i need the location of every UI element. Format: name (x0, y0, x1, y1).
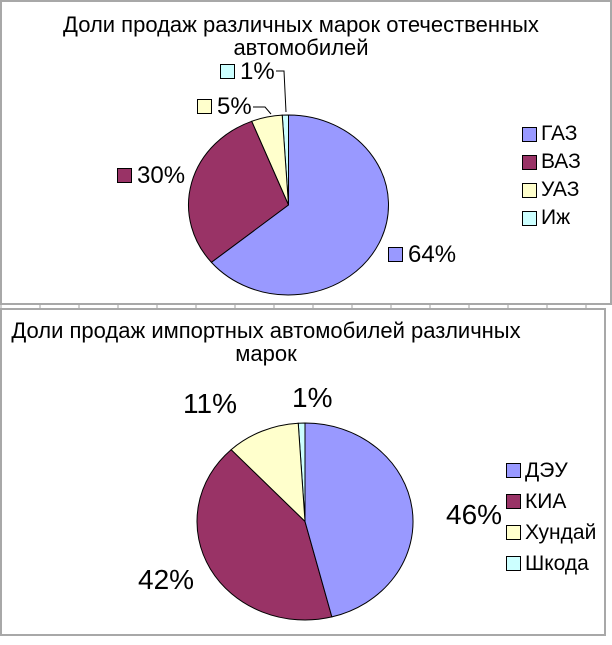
legend-item-deu: ДЭУ (506, 455, 596, 486)
legend-label-deu: ДЭУ (525, 458, 568, 482)
legend-label-hyundai: Хундай (525, 520, 597, 544)
color-key-izh (220, 64, 235, 79)
legend-item-hyundai: Хундай (506, 517, 596, 548)
legend-key-deu (506, 463, 521, 478)
pie-imported (196, 422, 414, 621)
worksheet-gridline-gap (0, 305, 612, 308)
data-label-gaz-text: 64% (408, 240, 457, 268)
legend-imported: ДЭУ КИА Хундай Шкода (506, 455, 596, 579)
data-label-uaz-text: 5% (217, 92, 252, 120)
legend-label-uaz: УАЗ (541, 178, 580, 201)
data-label-izh: 1% (220, 58, 275, 85)
chart-title-domestic: Доли продаж различных марок отечественны… (2, 13, 600, 59)
legend-key-skoda (506, 556, 521, 571)
leader-line-izh (276, 70, 287, 113)
chart-title-line-2: автомобилей (233, 35, 369, 60)
data-label-deu: 46% (446, 499, 503, 530)
pie-slice-КИА (196, 449, 333, 621)
imported-sales-pie-chart-panel: Доли продаж импортных автомобилей различ… (0, 308, 606, 636)
legend-key-gaz (522, 126, 537, 142)
legend-key-vaz (522, 154, 537, 170)
data-label-kia: 42% (138, 564, 195, 595)
data-label-hyundai: 11% (183, 388, 237, 419)
legend-item-kia: КИА (506, 486, 596, 517)
legend-key-hyundai (506, 525, 521, 540)
legend-item-skoda: Шкода (506, 548, 596, 579)
chart-title-imported: Доли продаж импортных автомобилей различ… (2, 319, 530, 365)
legend-label-kia: КИА (525, 489, 567, 513)
legend-key-kia (506, 494, 521, 509)
data-label-vaz: 30% (117, 162, 185, 189)
pie-slice-Хундай (230, 422, 306, 523)
legend-domestic: ГАЗ ВАЗ УАЗ Иж (522, 120, 581, 232)
data-label-skoda: 1% (292, 382, 333, 413)
color-key-uaz (197, 99, 212, 114)
legend-item-uaz: УАЗ (522, 176, 581, 204)
data-label-uaz: 5% (197, 93, 252, 120)
chart-title-line-2: марок (235, 341, 297, 366)
legend-label-izh: Иж (541, 206, 571, 229)
data-label-gaz: 64% (388, 241, 456, 268)
legend-item-vaz: ВАЗ (522, 148, 581, 176)
chart-title-line-1: Доли продаж импортных автомобилей различ… (11, 318, 521, 343)
legend-item-gaz: ГАЗ (522, 120, 581, 148)
legend-label-gaz: ГАЗ (541, 122, 578, 145)
legend-label-skoda: Шкода (525, 551, 589, 575)
data-label-vaz-text: 30% (137, 161, 186, 189)
legend-key-uaz (522, 182, 537, 198)
chart-title-line-1: Доли продаж различных марок отечественны… (63, 12, 539, 37)
pie-slice-ГАЗ (210, 114, 389, 296)
pie-slice-ВАЗ (188, 120, 290, 264)
color-key-vaz (117, 168, 132, 183)
legend-item-izh: Иж (522, 204, 581, 232)
color-key-gaz (388, 247, 403, 262)
domestic-sales-pie-chart-panel: Доли продаж различных марок отечественны… (0, 0, 612, 305)
data-label-izh-text: 1% (240, 57, 275, 85)
leader-line-uaz (253, 106, 272, 115)
pie-slice-ДЭУ (304, 422, 414, 618)
pie-domestic (188, 70, 389, 296)
legend-key-izh (522, 210, 537, 226)
legend-label-vaz: ВАЗ (541, 150, 581, 173)
